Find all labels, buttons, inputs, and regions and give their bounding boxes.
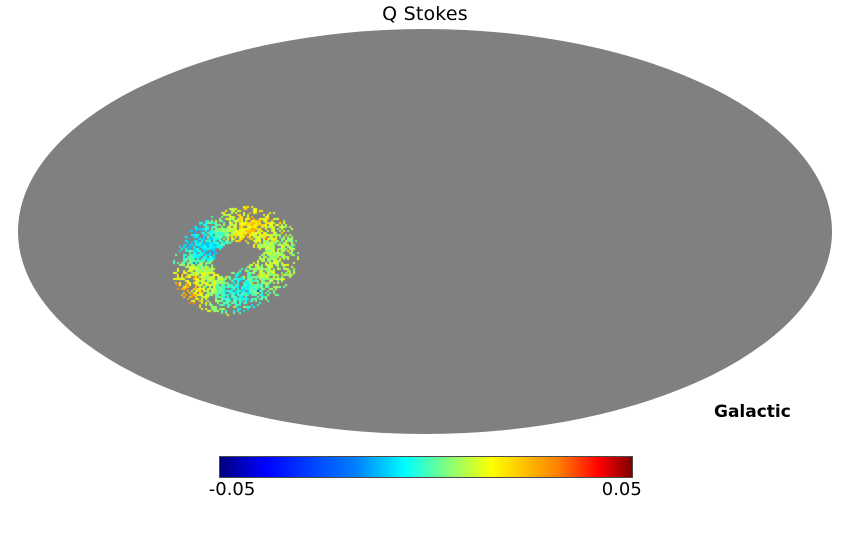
mollweide-sky-ellipse xyxy=(18,29,832,434)
coordinate-system-label: Galactic xyxy=(714,402,791,422)
sky-map-data-layer xyxy=(18,29,832,434)
colorbar-gradient xyxy=(219,456,633,478)
colorbar: -0.05 0.05 xyxy=(209,456,642,503)
colorbar-min-tick-label: -0.05 xyxy=(208,479,256,500)
colorbar-max-tick-label: 0.05 xyxy=(601,479,642,500)
colorbar-tick-labels: -0.05 0.05 xyxy=(209,479,642,503)
page-title: Q Stokes xyxy=(382,3,468,25)
